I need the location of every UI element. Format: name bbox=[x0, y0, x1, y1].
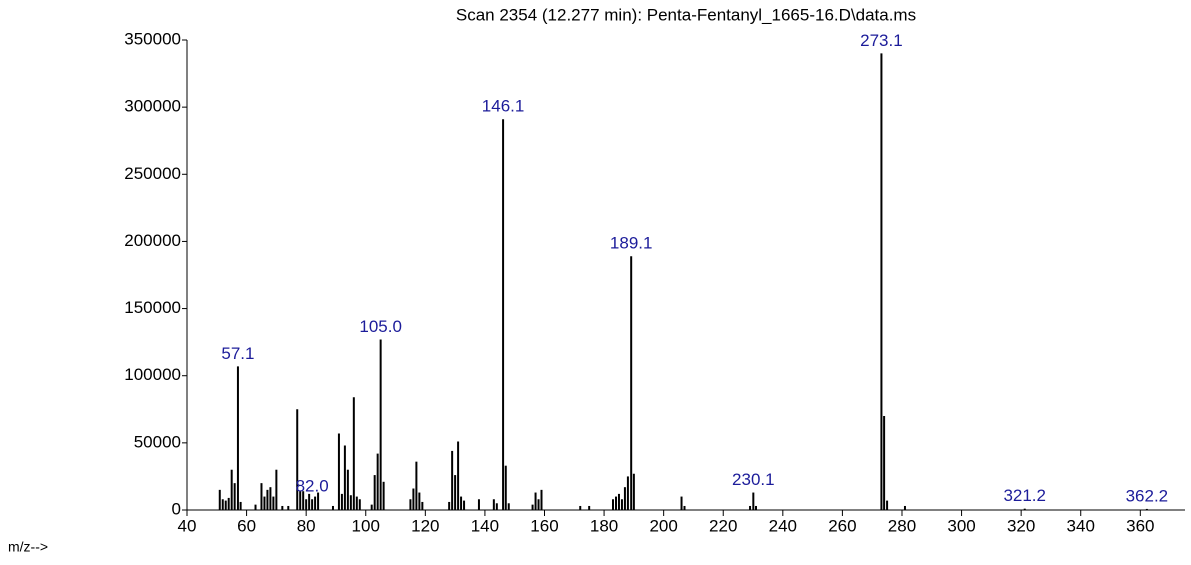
x-tick-label: 120 bbox=[411, 516, 439, 535]
peak-label: 82.0 bbox=[296, 477, 329, 496]
x-tick-label: 280 bbox=[888, 516, 916, 535]
y-tick-label: 150000 bbox=[124, 298, 181, 317]
x-tick-label: 220 bbox=[709, 516, 737, 535]
x-tick-label: 140 bbox=[471, 516, 499, 535]
y-tick-label: 250000 bbox=[124, 164, 181, 183]
y-tick-label: 200000 bbox=[124, 231, 181, 250]
y-tick-label: 100000 bbox=[124, 365, 181, 384]
y-tick-label: 0 bbox=[172, 499, 181, 518]
chart-title: Scan 2354 (12.277 min): Penta-Fentanyl_1… bbox=[456, 5, 916, 24]
x-tick-label: 320 bbox=[1007, 516, 1035, 535]
x-tick-label: 300 bbox=[947, 516, 975, 535]
peak-label: 230.1 bbox=[732, 470, 775, 489]
x-tick-label: 80 bbox=[297, 516, 316, 535]
x-tick-label: 340 bbox=[1067, 516, 1095, 535]
peak-label: 105.0 bbox=[359, 317, 402, 336]
x-tick-label: 240 bbox=[769, 516, 797, 535]
peak-label: 189.1 bbox=[610, 234, 653, 253]
x-tick-label: 40 bbox=[178, 516, 197, 535]
peak-label: 362.2 bbox=[1126, 486, 1169, 505]
x-tick-label: 200 bbox=[649, 516, 677, 535]
x-tick-label: 160 bbox=[530, 516, 558, 535]
y-tick-label: 350000 bbox=[124, 29, 181, 48]
peak-label: 321.2 bbox=[1003, 486, 1046, 505]
peak-label: 57.1 bbox=[221, 344, 254, 363]
peak-label: 273.1 bbox=[860, 31, 903, 50]
x-tick-label: 360 bbox=[1126, 516, 1154, 535]
x-tick-label: 100 bbox=[352, 516, 380, 535]
x-tick-label: 180 bbox=[590, 516, 618, 535]
x-tick-label: 260 bbox=[828, 516, 856, 535]
y-tick-label: 50000 bbox=[134, 432, 181, 451]
y-tick-label: 300000 bbox=[124, 97, 181, 116]
peak-label: 146.1 bbox=[482, 97, 525, 116]
x-tick-label: 60 bbox=[237, 516, 256, 535]
x-axis-label: m/z--> bbox=[8, 539, 48, 555]
